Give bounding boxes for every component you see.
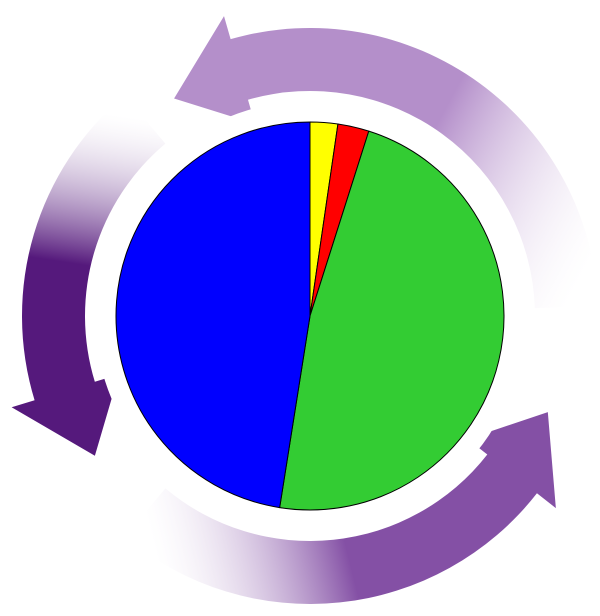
cycle-arrow <box>124 412 556 604</box>
cycle-arrows <box>11 16 598 604</box>
pie-slice <box>115 121 311 509</box>
cycle-arrow <box>11 95 166 456</box>
cycle-arrow <box>174 16 598 309</box>
pie <box>95 101 525 531</box>
pie-slice <box>279 130 505 511</box>
